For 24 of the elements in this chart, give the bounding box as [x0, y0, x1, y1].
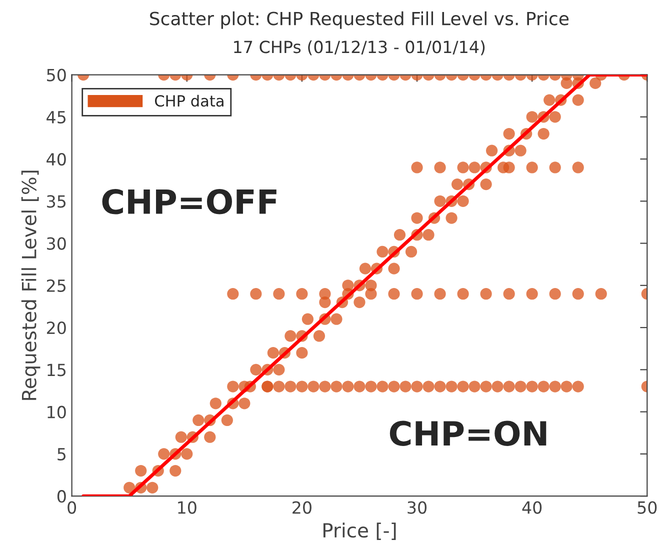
x-tick-label: 0 — [68, 501, 76, 514]
y-tick-label: 5 — [58, 448, 66, 460]
legend-label: CHP data — [155, 94, 224, 107]
y-tick-label: 40 — [46, 152, 66, 166]
y-axis-title: Requested Fill Level [%] — [21, 170, 40, 400]
y-tick-label: 10 — [48, 406, 66, 418]
x-tick-label: 10 — [178, 501, 196, 514]
y-tick-label: 50 — [47, 68, 66, 82]
x-tick-label: 50 — [638, 501, 657, 514]
y-tick-label: 20 — [46, 322, 66, 334]
annotation: CHP=ON — [390, 420, 546, 446]
chart-title: Scatter plot: CHP Requested Fill Level vs. Price — [150, 11, 569, 29]
x-axis-title: Price [-] — [323, 522, 396, 540]
y-tick-label: 35 — [47, 195, 66, 208]
x-tick-label: 20 — [292, 501, 312, 514]
x-tick-label: 30 — [408, 501, 427, 514]
annotation: CHP=OFF — [102, 189, 276, 214]
y-tick-label: 45 — [46, 111, 66, 124]
chart-subtitle: 17 CHPs (01/12/13 - 01/01/14) — [234, 40, 485, 56]
y-tick-label: 0 — [57, 490, 66, 503]
y-tick-label: 15 — [48, 364, 66, 376]
y-tick-label: 25 — [46, 279, 66, 292]
y-tick-label: 30 — [47, 237, 66, 250]
x-tick-label: 40 — [522, 501, 542, 514]
